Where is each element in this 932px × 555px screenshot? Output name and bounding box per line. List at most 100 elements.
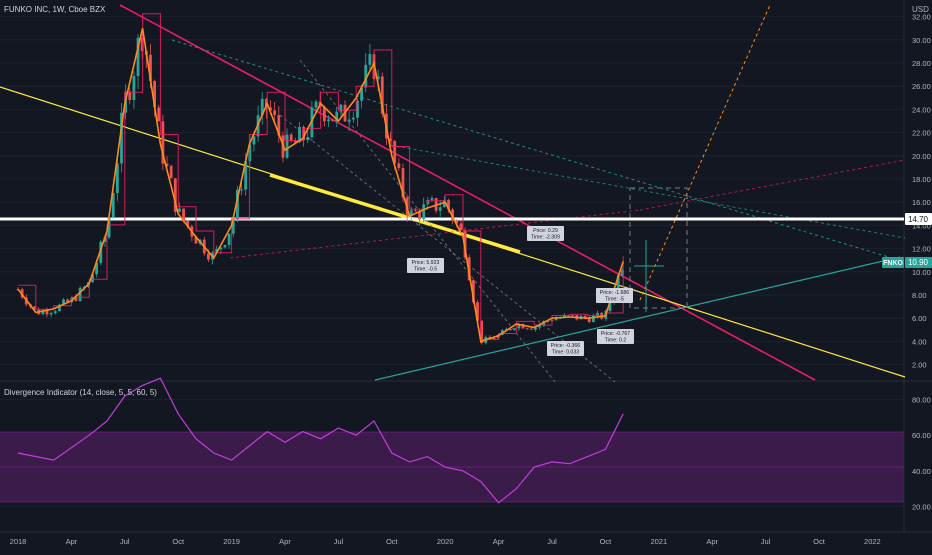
candle-body: [401, 168, 405, 198]
candle-body: [99, 241, 103, 263]
price-tick-label: 26.00: [912, 82, 931, 91]
time-tick-label: Jul: [547, 537, 557, 546]
candle-body: [132, 76, 136, 100]
oscillator-series: [17, 377, 624, 504]
candle-body: [227, 233, 231, 246]
channel-line-4[interactable]: [299, 59, 556, 383]
annotation-time: Time: 0.2: [605, 338, 627, 344]
candle-body: [571, 315, 575, 317]
candle-body: [240, 189, 243, 191]
candle-body: [285, 134, 289, 158]
candle-body: [534, 327, 537, 330]
candle-body: [178, 208, 181, 212]
time-tick-label: 2019: [223, 537, 240, 546]
candle-body: [347, 119, 351, 122]
price-tick-label: 16.00: [912, 198, 931, 207]
candle-body: [223, 245, 227, 248]
candle-body: [91, 274, 94, 283]
candle-body: [215, 249, 219, 253]
candle-body: [53, 311, 57, 313]
candle-body: [616, 275, 620, 294]
trendline-yellow-highlight: [269, 173, 521, 254]
candle-body: [596, 312, 599, 316]
zigzag-overlay: [17, 28, 624, 343]
price-tick-label: 30.00: [912, 36, 931, 45]
candle-body: [380, 76, 384, 114]
candle-body: [149, 54, 152, 82]
oscillator-axis[interactable]: 80.00 60.00 40.00 20.00: [912, 396, 931, 512]
oscillator-line: [17, 377, 624, 504]
candle-body: [389, 138, 392, 142]
price-axis[interactable]: 32.00 30.00 28.00 26.00 24.00 22.00 20.00 18.00…: [912, 13, 931, 370]
time-tick-label: Jul: [761, 537, 771, 546]
step-line: [18, 13, 624, 340]
channel-line-3[interactable]: [279, 114, 616, 383]
candle-body: [521, 324, 525, 329]
oscillator-tick-label: 40.00: [912, 467, 931, 476]
price-tick-label: 10.00: [912, 268, 931, 277]
trendline-pink[interactable]: [119, 4, 816, 381]
candle-body: [45, 310, 49, 315]
candle-body: [161, 121, 165, 164]
symbol-title[interactable]: FUNKO INC, 1W, Cboe BZX: [4, 5, 106, 14]
candle-body: [244, 161, 248, 190]
annotation-price: Price: -0.767: [601, 331, 631, 337]
candle-body: [62, 299, 65, 305]
candle-body: [351, 117, 355, 120]
candle-body: [207, 253, 210, 260]
candle-body: [413, 210, 417, 212]
time-axis[interactable]: 2018 Apr Jul Oct 2019 Apr Jul Oct 2020 Apr Jul Oct 2…: [10, 537, 881, 546]
candle-body: [219, 247, 223, 250]
annotation-time: Time: 0.033: [552, 350, 579, 356]
projection-line-pink-2: [639, 159, 906, 211]
candle-body: [120, 112, 123, 164]
candle-body: [269, 107, 272, 111]
candle-body: [438, 207, 442, 211]
candle-body: [397, 163, 401, 169]
candle-body: [57, 304, 61, 312]
time-tick-label: Oct: [813, 537, 826, 546]
indicator-title[interactable]: Divergence Indicator (14, close, 5, 5, 6…: [4, 388, 157, 397]
candle-body: [293, 140, 297, 143]
candle-body: [422, 204, 426, 220]
time-tick-label: Apr: [493, 537, 505, 546]
candle-body: [418, 211, 421, 220]
price-tick-label: 28.00: [912, 59, 931, 68]
candle-body: [525, 328, 529, 330]
candle-body: [107, 217, 111, 238]
candle-body: [260, 98, 264, 116]
annotation-time: Time: -5: [605, 297, 624, 303]
candle-body: [591, 315, 595, 323]
measure-box[interactable]: [629, 187, 688, 309]
channel-line-1[interactable]: [171, 39, 906, 263]
candle-body: [331, 119, 335, 121]
candle-body: [327, 119, 330, 122]
candle-body: [509, 329, 513, 331]
annotation-price: Price: 5.923: [412, 260, 440, 266]
candle-body: [298, 126, 301, 143]
candle-body: [409, 210, 413, 216]
support-trendline[interactable]: [374, 256, 901, 381]
candle-body: [186, 220, 190, 227]
candle-body: [182, 208, 185, 221]
candle-body: [356, 100, 359, 118]
time-tick-label: Oct: [172, 537, 185, 546]
candle-body: [447, 199, 450, 210]
time-tick-label: Oct: [600, 537, 613, 546]
candle-body: [314, 101, 318, 108]
candle-body: [583, 315, 587, 319]
oscillator-tick-label: 60.00: [912, 431, 931, 440]
candle-body: [111, 193, 115, 218]
candle-body: [169, 165, 173, 179]
candle-body: [173, 178, 177, 212]
candle-body: [306, 136, 310, 141]
candle-body: [289, 134, 293, 141]
candle-body: [554, 318, 558, 321]
